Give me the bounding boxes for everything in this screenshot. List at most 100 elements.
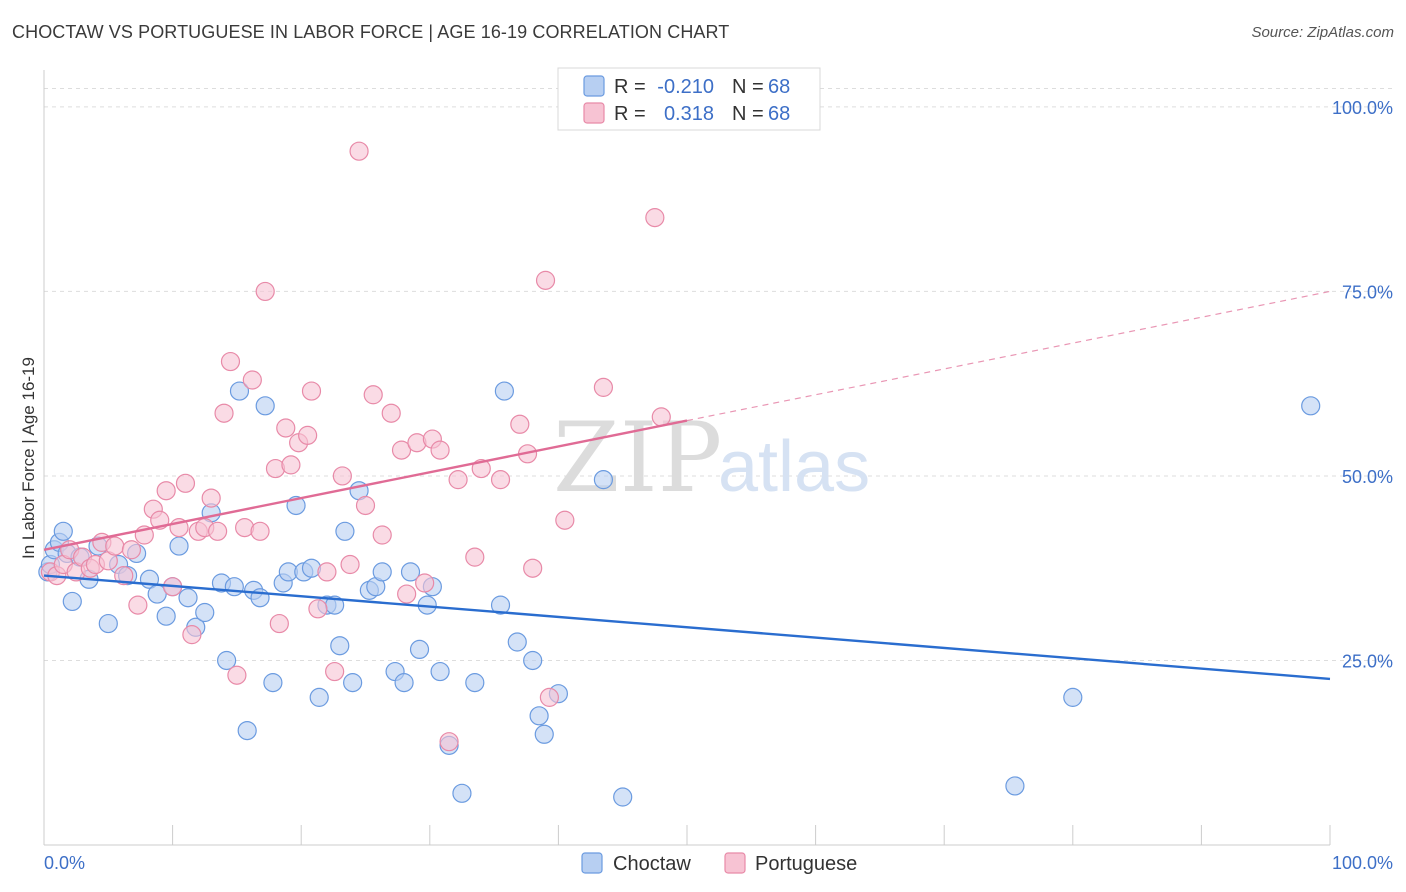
choctaw-point — [237, 720, 257, 741]
trend-line-choctaw — [43, 574, 1331, 681]
bottom-legend-label-choctaw: Choctaw — [613, 853, 691, 875]
portuguese-point — [308, 599, 328, 619]
portuguese-point — [332, 466, 352, 486]
choctaw-point — [224, 577, 244, 597]
choctaw-point — [255, 396, 275, 416]
choctaw-point — [409, 639, 430, 660]
portuguese-point — [415, 573, 435, 593]
portuguese-point — [381, 403, 401, 423]
choctaw-point — [1063, 687, 1083, 707]
trend-line-portuguese — [43, 419, 688, 551]
choctaw-point — [452, 783, 472, 803]
portuguese-point — [317, 562, 337, 582]
portuguese-point — [255, 281, 275, 302]
portuguese-point — [535, 270, 556, 290]
choctaw-point — [1301, 396, 1321, 416]
watermark-zip: ZIP — [553, 402, 722, 514]
choctaw-point — [523, 650, 543, 671]
choctaw-point — [529, 706, 549, 726]
choctaw-point — [309, 687, 329, 707]
watermark: ZIP atlas — [553, 402, 870, 514]
portuguese-point — [156, 481, 176, 501]
y-tick-label: 100.0% — [1332, 98, 1393, 118]
choctaw-point — [372, 562, 392, 582]
choctaw-point — [400, 562, 421, 582]
x-tick-label-min: 0.0% — [44, 853, 85, 873]
choctaw-point — [98, 613, 118, 634]
portuguese-point — [175, 473, 196, 493]
portuguese-point — [227, 665, 247, 685]
legend-r-label-portuguese: R = — [614, 103, 646, 125]
watermark-atlas: atlas — [718, 427, 870, 507]
choctaw-point — [394, 673, 414, 693]
portuguese-point — [340, 554, 360, 575]
portuguese-point — [242, 370, 262, 390]
choctaw-point — [507, 632, 527, 652]
bottom-legend-label-portuguese: Portuguese — [755, 853, 857, 875]
portuguese-point — [220, 351, 241, 372]
portuguese-point — [128, 595, 148, 615]
choctaw-point — [465, 673, 485, 693]
choctaw-point — [593, 470, 614, 490]
portuguese-point — [539, 687, 559, 707]
portuguese-point — [301, 381, 322, 401]
choctaw-point — [156, 606, 176, 626]
portuguese-point — [510, 414, 530, 434]
legend-swatch-choctaw — [583, 75, 605, 97]
portuguese-point — [349, 141, 369, 161]
legend-r-value-choctaw: -0.210 — [657, 76, 714, 98]
portuguese-point — [397, 584, 417, 604]
portuguese-point — [325, 661, 345, 682]
choctaw-point — [494, 381, 514, 401]
portuguese-point — [182, 625, 202, 645]
portuguese-point — [651, 407, 671, 427]
choctaw-point — [490, 595, 511, 615]
choctaw-point — [330, 636, 350, 656]
y-axis-title: In Labor Force | Age 16-19 — [19, 357, 38, 559]
y-tick-label: 25.0% — [1342, 651, 1393, 671]
choctaw-point — [62, 591, 82, 612]
portuguese-point — [430, 440, 450, 460]
legend-r-value-portuguese: 0.318 — [664, 103, 714, 125]
choctaw-point — [1005, 776, 1025, 796]
portuguese-point — [276, 418, 296, 438]
legend-r-label-choctaw: R = — [614, 76, 646, 98]
portuguese-point — [593, 377, 614, 397]
legend-n-label-choctaw: N = — [732, 76, 764, 98]
portuguese-point — [391, 440, 412, 460]
choctaw-point — [613, 787, 633, 807]
legend: R = -0.210 N = 68 R = 0.318 N = 68 — [557, 67, 821, 131]
trend-line-portuguese-extrapolated — [686, 290, 1331, 422]
choctaw-point — [178, 588, 198, 608]
bottom-legend-swatch-choctaw — [581, 852, 603, 874]
bottom-legend: Choctaw Portuguese — [581, 852, 857, 875]
portuguese-point — [471, 458, 491, 479]
portuguese-point — [355, 495, 376, 516]
y-tick-label: 75.0% — [1342, 282, 1393, 302]
legend-swatch-portuguese — [583, 102, 605, 124]
portuguese-point — [372, 525, 392, 545]
trend-lines — [43, 290, 1331, 681]
portuguese-point — [363, 385, 383, 405]
y-tick-label: 50.0% — [1342, 467, 1393, 487]
choctaw-point — [217, 650, 237, 671]
portuguese-point — [281, 455, 301, 475]
portuguese-point — [250, 521, 270, 541]
portuguese-point — [448, 470, 468, 490]
axes — [43, 70, 1331, 846]
choctaw-point — [195, 602, 215, 623]
portuguese-point — [114, 565, 134, 586]
portuguese-point — [439, 732, 459, 752]
portuguese-point — [201, 488, 221, 508]
choctaw-point — [263, 673, 283, 693]
portuguese-point — [269, 613, 289, 634]
legend-n-value-choctaw: 68 — [768, 76, 790, 98]
legend-n-value-portuguese: 68 — [768, 103, 790, 125]
portuguese-point — [105, 536, 125, 556]
bottom-legend-swatch-portuguese — [724, 852, 746, 874]
portuguese-point — [214, 403, 234, 423]
chart-source: Source: ZipAtlas.com — [1251, 24, 1394, 41]
portuguese-point — [490, 470, 511, 490]
choctaw-point — [53, 521, 73, 541]
portuguese-point — [208, 521, 228, 541]
